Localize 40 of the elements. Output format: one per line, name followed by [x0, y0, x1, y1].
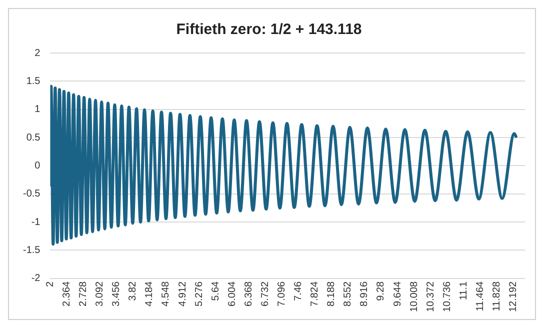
- x-tick-label: 8.188: [326, 280, 338, 306]
- x-tick-label: 7.824: [310, 280, 321, 306]
- x-tick-label: 6.732: [260, 280, 271, 306]
- x-tick-label: 10.372: [425, 280, 436, 312]
- y-tick-label: 2: [34, 48, 41, 59]
- x-tick-label: 11.464: [474, 280, 486, 312]
- x-tick-label: 9.28: [376, 280, 387, 301]
- x-tick-label: 2: [44, 280, 56, 287]
- x-tick-label: 4.184: [144, 280, 156, 306]
- x-tick-label: 11.828: [491, 280, 502, 312]
- x-tick-label: 7.46: [293, 280, 304, 301]
- x-tick-label: 12.192: [508, 280, 520, 312]
- x-tick-label: 8.552: [342, 280, 354, 306]
- y-tick-label: 0: [34, 160, 41, 172]
- line-series: [50, 84, 518, 246]
- x-tick-label: 6.368: [243, 280, 254, 306]
- chart-title: Fiftieth zero: 1/2 + 143.118: [176, 21, 362, 38]
- x-tick-label: 8.916: [359, 280, 370, 306]
- y-tick-label: 0.5: [26, 132, 41, 144]
- x-tick-label: 2.728: [78, 280, 90, 306]
- y-tick-label: -0.5: [22, 188, 41, 200]
- x-tick-label: 7.096: [276, 280, 288, 306]
- x-tick-label: 11.1: [458, 280, 470, 300]
- y-tick-label: 1: [34, 104, 41, 116]
- y-tick-label: -1: [31, 216, 41, 228]
- x-tick-label: 3.456: [111, 280, 122, 306]
- x-tick-label: 3.092: [94, 280, 106, 306]
- x-tick-label: 3.82: [128, 280, 139, 301]
- x-tick-label: 9.644: [392, 280, 404, 306]
- x-tick-label: 10.736: [442, 280, 453, 312]
- y-tick-label: -2: [31, 273, 41, 284]
- x-tick-label: 5.64: [210, 280, 222, 301]
- x-tick-label: 10.008: [408, 280, 420, 312]
- y-tick-label: 1.5: [26, 76, 41, 87]
- x-tick-label: 2.364: [62, 280, 73, 306]
- x-tick-label: 5.276: [194, 280, 205, 306]
- x-tick-label: 4.548: [160, 280, 172, 306]
- x-tick-label: 6.004: [226, 280, 238, 306]
- x-tick-label: 4.912: [177, 280, 188, 306]
- y-tick-label: -1.5: [22, 244, 41, 256]
